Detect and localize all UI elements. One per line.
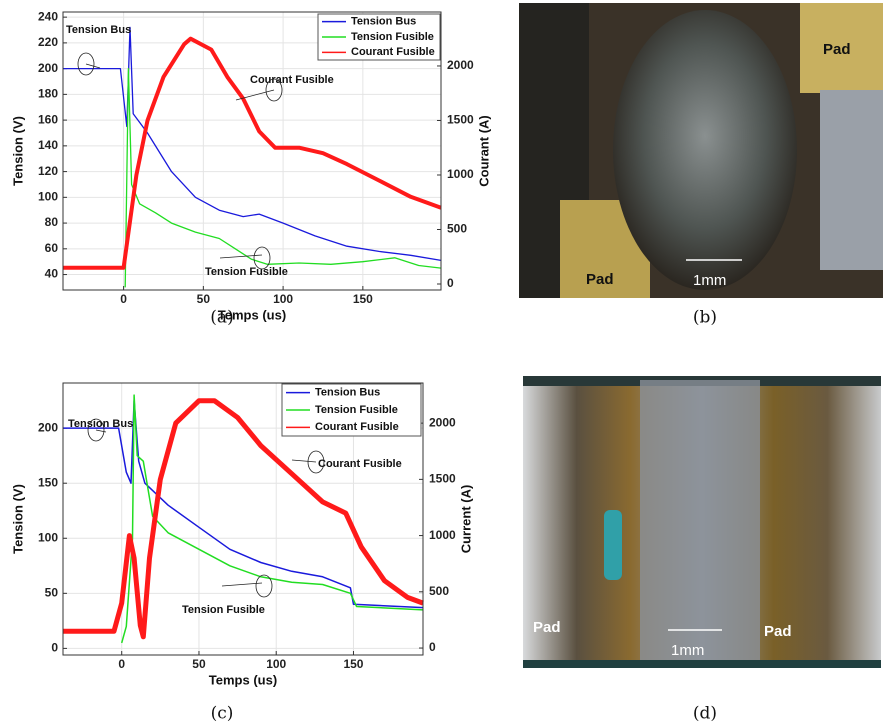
annotation-ellipse [253, 246, 271, 270]
series-line [63, 398, 424, 640]
series-line [124, 67, 442, 288]
annotation-ellipse [255, 574, 273, 598]
y2-tick-label: 1500 [429, 472, 456, 486]
annotation-ellipse [87, 418, 105, 442]
y-tick-label: 200 [38, 420, 58, 434]
axes-frame [62, 382, 424, 656]
annotation-arrow [85, 63, 101, 69]
y-tick-label: 0 [51, 641, 58, 655]
legend-label: Tension Fusible [351, 31, 434, 43]
x-tick-label: 150 [353, 292, 373, 306]
x-axis-label: Temps (us) [209, 672, 277, 687]
y-axis-label: Tension (V) [10, 484, 25, 554]
y-tick-label: 80 [45, 215, 59, 229]
annotation: Tension Bus [68, 418, 133, 430]
axes-frame [62, 11, 442, 291]
annotation: Courant Fusible [318, 458, 402, 470]
y2-axis-label: Courant (A) [476, 115, 491, 187]
x-tick-label: 100 [266, 657, 286, 671]
photo-d [523, 376, 881, 668]
y-tick-label: 40 [45, 267, 59, 281]
y2-tick-label: 1000 [447, 167, 474, 181]
y-tick-label: 60 [45, 241, 59, 255]
y-tick-label: 50 [45, 586, 59, 600]
legend-label: Courant Fusible [315, 421, 399, 433]
x-tick-label: 150 [343, 657, 363, 671]
y2-tick-label: 1000 [429, 528, 456, 542]
y2-axis-label: Current (A) [458, 485, 473, 554]
series-line [120, 394, 424, 644]
y-axis-label: Tension (V) [10, 116, 25, 186]
y2-tick-label: 0 [447, 276, 454, 290]
legend-label: Tension Bus [351, 16, 416, 28]
scale-label: 1mm [671, 642, 704, 659]
series-line [63, 399, 424, 609]
legend-label: Tension Bus [315, 387, 380, 399]
caption: (a) [210, 308, 233, 328]
y-tick-label: 240 [38, 9, 58, 23]
photo-b [519, 3, 883, 298]
annotation: Tension Bus [66, 24, 131, 36]
caption: (d) [693, 704, 717, 724]
x-tick-label: 50 [197, 292, 211, 306]
y2-tick-label: 1500 [447, 113, 474, 127]
annotation-arrow [95, 429, 107, 433]
series-line [63, 36, 442, 270]
y2-tick-label: 2000 [447, 58, 474, 72]
annotation: Courant Fusible [250, 74, 334, 86]
x-tick-label: 0 [120, 292, 127, 306]
y-tick-label: 180 [38, 87, 58, 101]
y-tick-label: 100 [38, 190, 58, 204]
x-axis-label: Temps (us) [218, 307, 286, 322]
photo-label: Pad [823, 41, 851, 58]
annotation-arrow [235, 89, 275, 101]
annotation-ellipse [307, 450, 325, 474]
annotation: Tension Fusible [182, 604, 265, 616]
scale-label: 1mm [693, 272, 726, 289]
annotation-ellipse [77, 52, 95, 76]
annotation-arrow [221, 582, 263, 587]
photo-label: Pad [586, 271, 614, 288]
y-tick-label: 160 [38, 112, 58, 126]
y-tick-label: 220 [38, 35, 58, 49]
y-tick-label: 150 [38, 475, 58, 489]
y2-tick-label: 2000 [429, 415, 456, 429]
series-line [63, 26, 442, 262]
y-tick-label: 100 [38, 530, 58, 544]
legend-label: Tension Fusible [315, 404, 398, 416]
y-tick-label: 200 [38, 61, 58, 75]
annotation-arrow [219, 254, 263, 259]
x-tick-label: 100 [273, 292, 293, 306]
caption: (c) [211, 704, 234, 724]
photo-label: Pad [533, 619, 561, 636]
x-tick-label: 0 [118, 657, 125, 671]
y-tick-label: 140 [38, 138, 58, 152]
annotation: Tension Fusible [205, 266, 288, 278]
caption: (b) [693, 308, 717, 328]
y-tick-label: 120 [38, 164, 58, 178]
legend-label: Courant Fusible [351, 46, 435, 58]
annotation-arrow [291, 459, 317, 463]
annotation-ellipse [265, 78, 283, 102]
photo-label: Pad [764, 623, 792, 640]
y2-tick-label: 500 [429, 584, 449, 598]
y2-tick-label: 500 [447, 222, 467, 236]
x-tick-label: 50 [192, 657, 206, 671]
y2-tick-label: 0 [429, 640, 436, 654]
